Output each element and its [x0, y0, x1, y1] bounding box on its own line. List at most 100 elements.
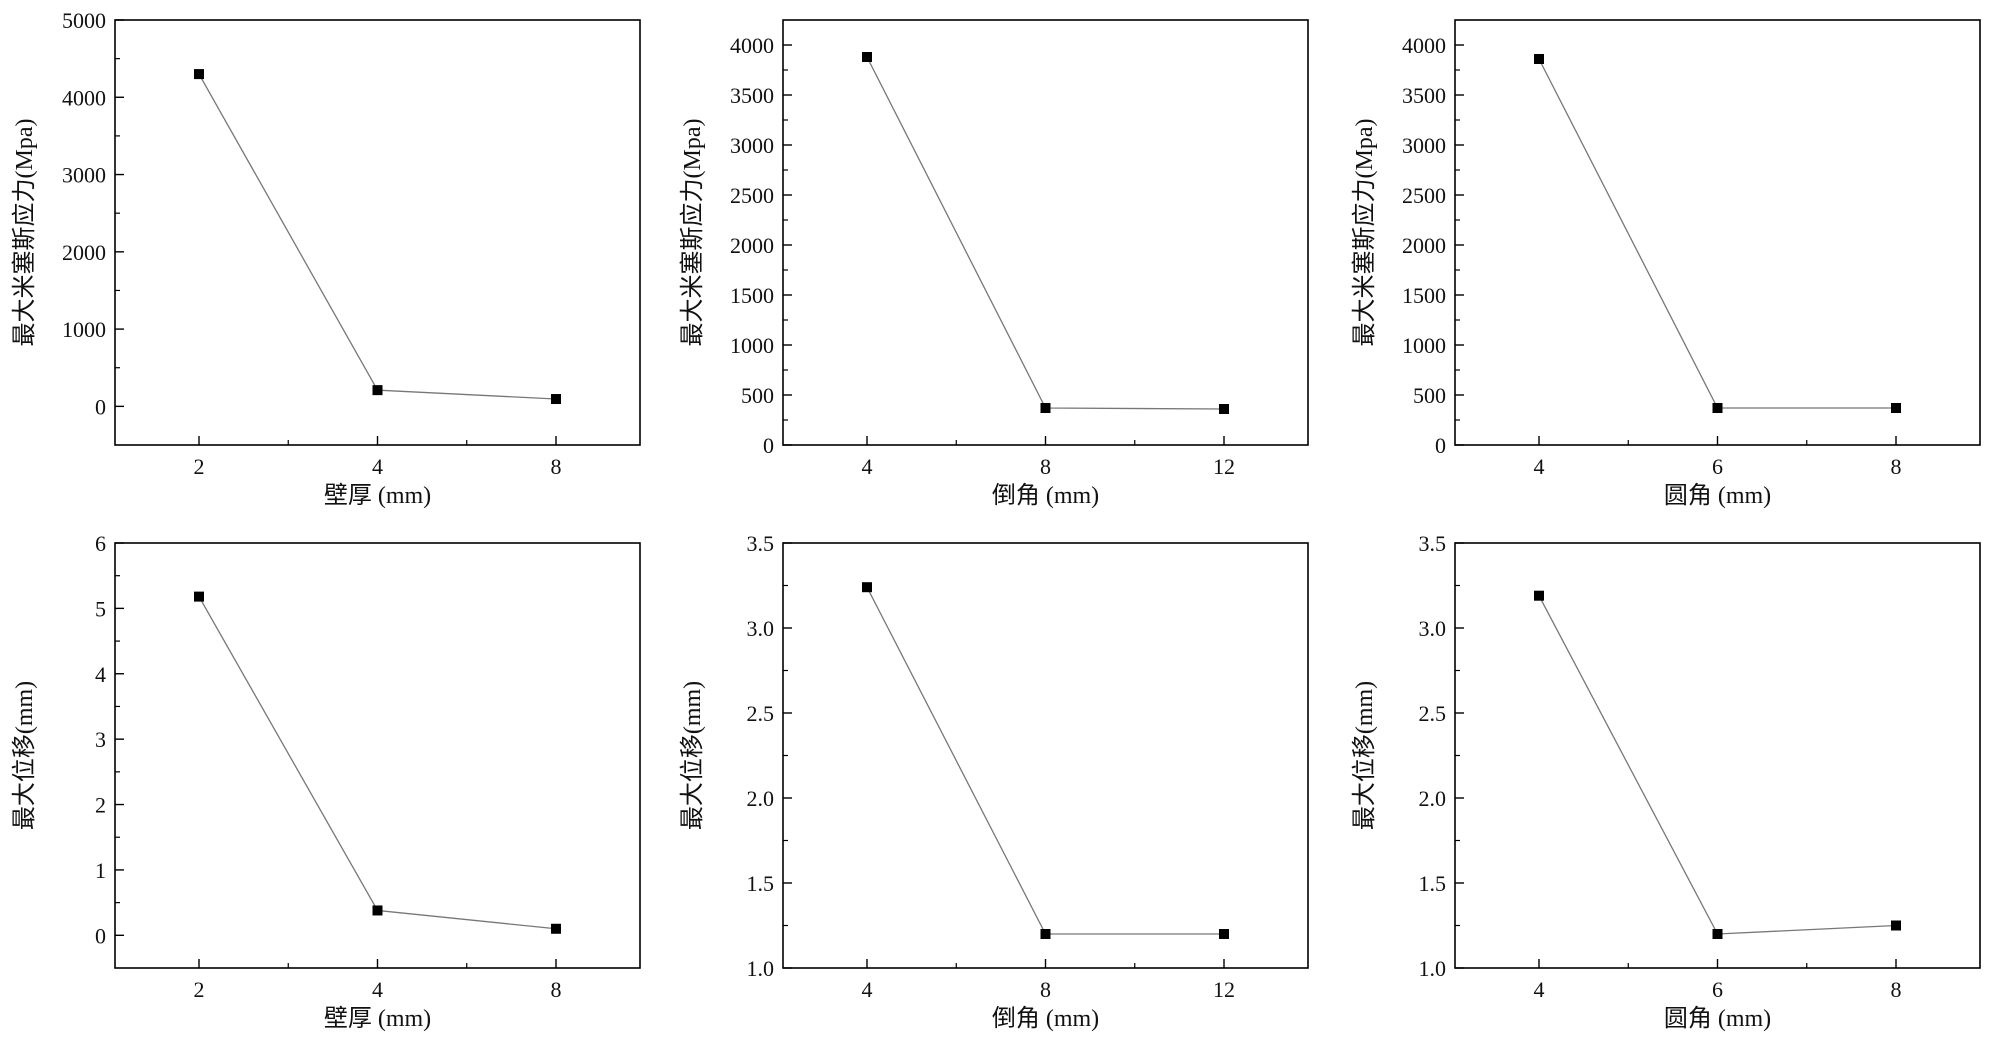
x-tick-label: 8 — [1040, 454, 1051, 479]
y-tick-label: 2.5 — [747, 701, 775, 726]
y-tick-label: 3.5 — [1419, 531, 1447, 556]
x-axis-title: 圆角 (mm) — [1664, 1005, 1771, 1032]
y-tick-label: 5000 — [62, 8, 106, 33]
y-tick-label: 4000 — [1402, 33, 1446, 58]
x-tick-label: 4 — [862, 454, 873, 479]
chart-panel-2: 0 500 1000 1500 2000 2500 3000 3500 4000 4 8 12 倒角 (… — [679, 19, 1309, 509]
x-tick-label: 4 — [1534, 454, 1545, 479]
y-tick-label: 1000 — [62, 317, 106, 342]
y-tick-label: 1500 — [1402, 283, 1446, 308]
chart-panel-6: 1.0 1.5 2.0 2.5 3.0 3.5 4 6 8 圆角 (mm) 最大位移(mm) — [1351, 531, 1981, 1032]
plot-frame — [114, 542, 641, 969]
y-tick-label: 3500 — [730, 83, 774, 108]
y-tick-label: 6 — [95, 531, 106, 556]
y-tick-label: 2000 — [1402, 233, 1446, 258]
data-point-marker — [862, 582, 872, 593]
data-point-marker — [194, 591, 204, 602]
data-point-marker — [1219, 929, 1229, 939]
x-tick-label: 4 — [862, 977, 873, 1002]
x-axis-title: 壁厚 (mm) — [324, 1005, 431, 1032]
y-axis-title: 最大位移(mm) — [1351, 681, 1378, 830]
x-tick-label: 8 — [1891, 454, 1902, 479]
y-axis-title: 最大位移(mm) — [679, 681, 706, 830]
y-tick-label: 3.0 — [747, 616, 775, 641]
y-axis-title: 最大米塞斯应力(Mpa) — [679, 119, 706, 347]
y-tick-label: 2500 — [1402, 183, 1446, 208]
y-tick-label: 1.5 — [747, 871, 775, 896]
x-axis-title: 倒角 (mm) — [992, 1005, 1099, 1032]
y-tick-label: 0 — [763, 433, 774, 458]
x-tick-label: 8 — [551, 454, 562, 479]
chart-panel-1: 0 1000 2000 3000 4000 5000 2 4 8 壁厚 (mm) 最大米塞斯应力(M… — [11, 8, 641, 509]
data-point-marker — [1040, 403, 1051, 413]
x-tick-label: 8 — [1891, 977, 1902, 1002]
plot-frame — [782, 542, 1309, 969]
y-tick-label: 3.5 — [747, 531, 775, 556]
y-tick-label: 1500 — [730, 283, 774, 308]
plot-frame — [1454, 542, 1981, 969]
y-tick-label: 4 — [95, 662, 106, 687]
y-tick-label: 5 — [95, 596, 106, 621]
y-tick-label: 0 — [1435, 433, 1446, 458]
series-line — [866, 586, 1224, 935]
y-tick-label: 1.0 — [1419, 956, 1447, 981]
data-point-marker — [1534, 54, 1544, 64]
y-tick-label: 3.0 — [1419, 616, 1447, 641]
y-tick-label: 2.5 — [1419, 701, 1447, 726]
x-tick-label: 4 — [1534, 977, 1545, 1002]
y-tick-label: 4000 — [62, 85, 106, 110]
y-tick-label: 500 — [1413, 383, 1446, 408]
data-point-marker — [1891, 920, 1901, 931]
chart-panel-4: 0 1 2 3 4 5 6 2 4 8 壁厚 (mm) 最大位移(mm) — [11, 531, 641, 1032]
data-point-marker — [862, 52, 872, 62]
chart-panel-3: 0 500 1000 1500 2000 2500 3000 3500 4000 4 6 8 圆角 (m… — [1351, 19, 1981, 509]
data-point-marker — [1040, 929, 1051, 939]
y-tick-label: 1.5 — [1419, 871, 1447, 896]
series-line — [1538, 595, 1897, 935]
data-point-marker — [1534, 590, 1544, 601]
x-tick-label: 12 — [1213, 454, 1235, 479]
y-axis-title: 最大米塞斯应力(Mpa) — [11, 119, 38, 347]
series-line — [1538, 58, 1896, 409]
y-tick-label: 3 — [95, 727, 106, 752]
data-point-marker — [1219, 404, 1229, 414]
x-tick-label: 4 — [372, 977, 383, 1002]
data-point-marker — [1712, 403, 1723, 413]
y-tick-label: 3000 — [730, 133, 774, 158]
x-tick-label: 8 — [551, 977, 562, 1002]
y-tick-label: 2 — [95, 793, 106, 818]
plot-frame — [114, 19, 641, 446]
y-tick-label: 2000 — [62, 240, 106, 265]
plot-frame — [1454, 19, 1981, 446]
y-tick-label: 1.0 — [747, 956, 775, 981]
data-point-marker — [551, 394, 561, 405]
x-axis-title: 倒角 (mm) — [992, 482, 1099, 509]
y-tick-label: 4000 — [730, 33, 774, 58]
y-axis-title: 最大位移(mm) — [11, 681, 38, 830]
x-tick-label: 2 — [194, 454, 205, 479]
data-point-marker — [372, 385, 383, 396]
y-tick-label: 2.0 — [747, 786, 775, 811]
data-point-marker — [194, 69, 204, 80]
series-line — [198, 596, 557, 930]
y-tick-label: 0 — [95, 923, 106, 948]
x-axis-title: 圆角 (mm) — [1664, 482, 1771, 509]
x-tick-label: 2 — [194, 977, 205, 1002]
series-line — [866, 56, 1225, 410]
y-axis-title: 最大米塞斯应力(Mpa) — [1351, 119, 1378, 347]
x-tick-label: 4 — [372, 454, 383, 479]
x-tick-label: 6 — [1712, 454, 1723, 479]
y-tick-label: 2000 — [730, 233, 774, 258]
plot-frame — [782, 19, 1309, 446]
x-tick-label: 6 — [1712, 977, 1723, 1002]
y-tick-label: 500 — [741, 383, 774, 408]
y-tick-label: 0 — [95, 394, 106, 419]
y-tick-label: 3000 — [1402, 133, 1446, 158]
chart-panel-5: 1.0 1.5 2.0 2.5 3.0 3.5 4 8 12 倒角 (mm) 最大位移(mm) — [679, 531, 1309, 1032]
y-tick-label: 1000 — [1402, 333, 1446, 358]
y-tick-label: 1000 — [730, 333, 774, 358]
data-point-marker — [372, 905, 383, 916]
x-axis-title: 壁厚 (mm) — [324, 482, 431, 509]
data-point-marker — [1891, 403, 1901, 413]
